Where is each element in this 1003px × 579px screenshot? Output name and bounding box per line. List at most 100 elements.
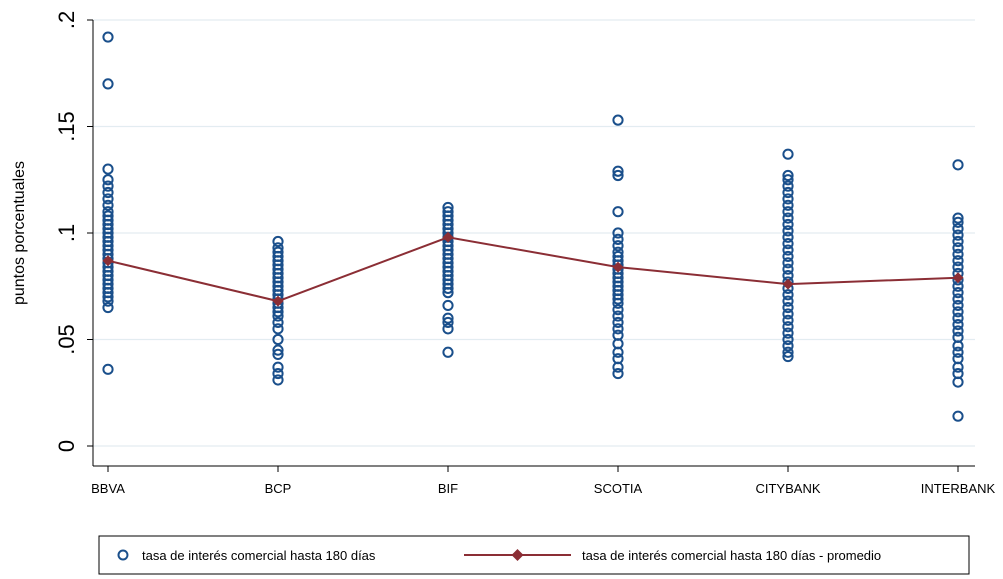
y-axis-title: puntos porcentuales bbox=[11, 161, 28, 305]
scatter-point bbox=[782, 250, 794, 263]
y-ticks: 0 .05 .1 .15 .2 bbox=[54, 11, 93, 452]
scatter-point bbox=[612, 227, 624, 239]
scatter-point bbox=[782, 263, 794, 275]
scatter-point bbox=[272, 235, 284, 248]
average-marker bbox=[782, 278, 794, 290]
scatter-point bbox=[782, 295, 794, 307]
legend-label-scatter: tasa de interés comercial hasta 180 días bbox=[142, 548, 376, 563]
scatter-point bbox=[612, 233, 624, 245]
scatter-point bbox=[952, 306, 964, 318]
scatter-point bbox=[782, 231, 794, 243]
scatter-point bbox=[272, 310, 284, 322]
scatter-point bbox=[952, 216, 964, 228]
scatter-point bbox=[442, 323, 454, 335]
scatter-point bbox=[102, 186, 114, 199]
scatter-point bbox=[102, 291, 114, 303]
legend: tasa de interés comercial hasta 180 días… bbox=[98, 535, 970, 575]
scatter-point bbox=[782, 174, 794, 186]
scatter-point bbox=[272, 348, 284, 361]
scatter-point bbox=[952, 287, 964, 299]
scatter-point bbox=[952, 361, 964, 373]
scatter-point bbox=[612, 346, 624, 358]
x-ticks: BBVA BCP BIF SCOTIA CITYBANK INTERBANK bbox=[91, 466, 996, 496]
scatter-point bbox=[952, 325, 964, 337]
scatter-point bbox=[782, 193, 794, 205]
scatter-point bbox=[102, 301, 114, 314]
scatter-point bbox=[612, 206, 624, 218]
scatter-point bbox=[782, 350, 794, 363]
scatter-point bbox=[782, 340, 794, 352]
scatter-point bbox=[612, 114, 624, 126]
scatter-point bbox=[952, 242, 964, 254]
scatter-point bbox=[952, 261, 964, 273]
scatter-point bbox=[952, 159, 964, 171]
scatter-point bbox=[952, 212, 964, 224]
scatter-point bbox=[782, 301, 794, 314]
scatter-point bbox=[952, 223, 964, 235]
legend-scatter-marker bbox=[117, 549, 129, 561]
scatter-point bbox=[952, 340, 964, 352]
scatter-point bbox=[102, 199, 114, 211]
y-tick-label: .1 bbox=[54, 224, 79, 242]
scatter-point bbox=[102, 363, 114, 375]
scatter-point bbox=[102, 31, 114, 43]
y-tick-label: .15 bbox=[54, 111, 79, 142]
x-tick-label: INTERBANK bbox=[921, 481, 996, 496]
scatter-point bbox=[782, 244, 794, 256]
scatter-point bbox=[442, 299, 454, 312]
x-tick-label: BIF bbox=[438, 481, 458, 496]
scatter-point bbox=[612, 293, 624, 305]
scatter-point bbox=[782, 206, 794, 218]
scatter-point bbox=[782, 346, 794, 358]
y-tick-label: .2 bbox=[54, 11, 79, 29]
average-marker bbox=[102, 255, 114, 267]
scatter-point bbox=[272, 374, 284, 386]
scatter-point bbox=[272, 333, 284, 346]
scatter-point bbox=[272, 306, 284, 318]
scatter-point bbox=[782, 257, 794, 269]
scatter-point bbox=[782, 333, 794, 346]
scatter-point bbox=[272, 344, 284, 356]
scatter-point bbox=[612, 169, 624, 182]
scatter-point bbox=[952, 346, 964, 358]
scatter-point bbox=[612, 367, 624, 380]
scatter-point bbox=[782, 289, 794, 301]
scatter-point bbox=[952, 318, 964, 331]
scatter-point bbox=[612, 310, 624, 322]
x-tick-label: SCOTIA bbox=[594, 481, 643, 496]
scatter-point bbox=[102, 193, 114, 205]
scatter-point bbox=[782, 321, 794, 333]
x-tick-label: BCP bbox=[265, 481, 292, 496]
scatter-point bbox=[952, 229, 964, 241]
scatter-point bbox=[612, 361, 624, 373]
average-marker bbox=[272, 295, 284, 307]
scatter-point bbox=[442, 287, 454, 299]
scatter-point bbox=[442, 312, 454, 324]
scatter-point bbox=[782, 238, 794, 250]
scatter-point bbox=[442, 282, 454, 294]
legend-label-average: tasa de interés comercial hasta 180 días… bbox=[582, 548, 881, 563]
average-marker bbox=[612, 261, 624, 273]
scatter-point bbox=[782, 327, 794, 339]
scatter-point bbox=[952, 299, 964, 312]
scatter-point bbox=[102, 163, 114, 175]
scatter-point bbox=[782, 186, 794, 199]
scatter-point bbox=[782, 314, 794, 326]
scatter-point bbox=[612, 297, 624, 309]
scatter-point bbox=[782, 148, 794, 160]
scatter-point bbox=[782, 308, 794, 320]
average-line-group bbox=[102, 231, 964, 307]
scatter-points bbox=[102, 31, 964, 422]
scatter-point bbox=[102, 78, 114, 90]
x-tick-label: BBVA bbox=[91, 481, 125, 496]
scatter-point bbox=[272, 323, 284, 335]
scatter-point bbox=[952, 293, 964, 305]
average-marker bbox=[442, 231, 454, 243]
scatter-point bbox=[102, 180, 114, 192]
y-tick-label: 0 bbox=[54, 440, 79, 452]
scatter-point bbox=[442, 346, 454, 358]
scatter-point bbox=[952, 235, 964, 248]
scatter-point bbox=[782, 199, 794, 211]
